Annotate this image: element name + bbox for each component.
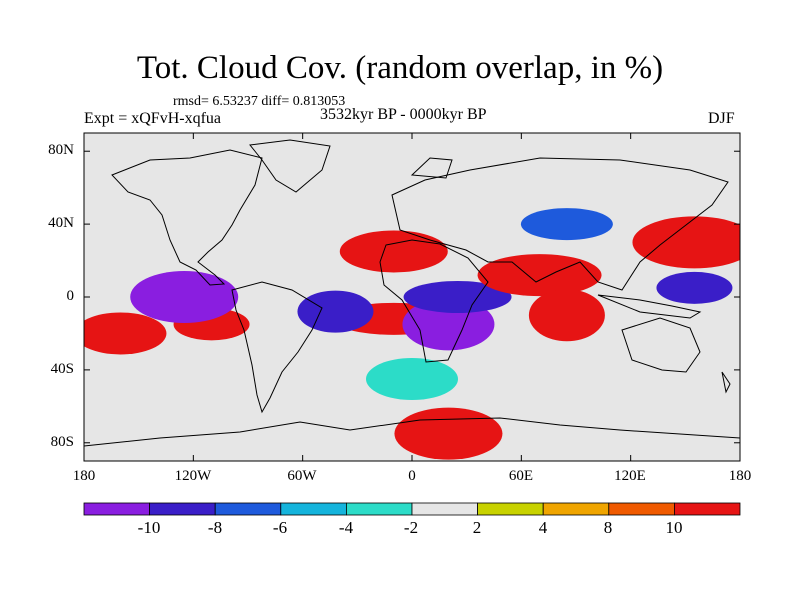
lon-tick-label: 60E: [508, 468, 534, 484]
axis-ticks: [83, 133, 741, 461]
coastline-antarctica: [84, 417, 740, 447]
lat-tick-label: 40S: [50, 361, 74, 377]
lon-tick-label: 180: [72, 468, 96, 484]
lat-tick-label: 40N: [48, 215, 74, 231]
colorbar-label: -8: [207, 518, 223, 537]
lon-tick-label: 180: [728, 468, 752, 484]
coastlines: [84, 139, 740, 447]
coastline-greenland: [249, 139, 331, 193]
anomaly-arabian-sea-positive: [477, 254, 602, 297]
colorbar-swatch: [83, 502, 150, 516]
colorbar-label: -2: [403, 518, 419, 537]
colorbar: [83, 502, 741, 516]
coastline-australia: [621, 317, 701, 373]
period-label: 3532kyr BP - 0000kyr BP: [320, 106, 487, 123]
colorbar-swatch: [477, 502, 544, 516]
anomaly-north-pacific-positive: [632, 216, 740, 269]
coastline-eurasia: [391, 157, 729, 291]
coastline-africa: [379, 239, 489, 363]
lat-tick-label: 0: [66, 288, 75, 304]
colorbar-label: 10: [665, 518, 683, 537]
lon-tick-label: 120W: [174, 468, 212, 484]
lat-tick-label: 80N: [48, 142, 74, 158]
anomaly-asia-negative: [520, 208, 613, 241]
colorbar-label: -10: [137, 518, 161, 537]
coastline-south-america: [231, 281, 323, 414]
colorbar-swatch: [345, 502, 413, 516]
colorbar-swatch: [280, 502, 347, 516]
anomaly-west-pacific-negative: [656, 271, 733, 304]
colorbar-swatch: [149, 502, 216, 516]
coastline-europe-north: [410, 157, 453, 179]
anomaly-antarctic-coast-positive: [394, 407, 503, 460]
anomaly-atlantic-negative: [297, 290, 374, 333]
chart-title: Tot. Cloud Cov. (random overlap, in %): [136, 50, 664, 86]
anomaly-indian-ocean-positive: [528, 289, 605, 342]
lon-tick-label: 120E: [614, 468, 646, 484]
coastline-north-america: [111, 149, 263, 286]
colorbar-label: -4: [338, 518, 354, 537]
anomaly-south-pacific-positive: [84, 312, 167, 355]
anomaly-equatorial-pacific-negative: [130, 271, 239, 323]
lat-tick-label: 80S: [50, 434, 74, 450]
colorbar-swatch: [674, 502, 741, 516]
colorbar-label: 4: [538, 518, 548, 537]
stats-line: rmsd= 6.53237 diff= 0.813053: [173, 94, 346, 109]
colorbar-swatch: [411, 502, 478, 516]
anomaly-central-africa-negative: [403, 281, 512, 313]
experiment-label: Expt = xQFvH-xqfua: [84, 110, 222, 127]
lon-tick-label: 0: [408, 468, 416, 484]
colorbar-label: 2: [472, 518, 482, 537]
coastline-indonesia: [597, 294, 702, 319]
colorbar-swatch: [608, 502, 675, 516]
coastline-new-zealand: [721, 371, 731, 394]
anomaly-southern-ocean-band: [366, 358, 458, 400]
colorbar-swatch: [542, 502, 610, 516]
season-label: DJF: [708, 110, 735, 127]
lon-tick-label: 60W: [287, 468, 317, 484]
colorbar-swatch: [214, 502, 282, 516]
colorbar-label: 8: [603, 518, 613, 537]
anomaly-north-atlantic-positive: [339, 230, 448, 273]
colorbar-label: -6: [272, 518, 288, 537]
